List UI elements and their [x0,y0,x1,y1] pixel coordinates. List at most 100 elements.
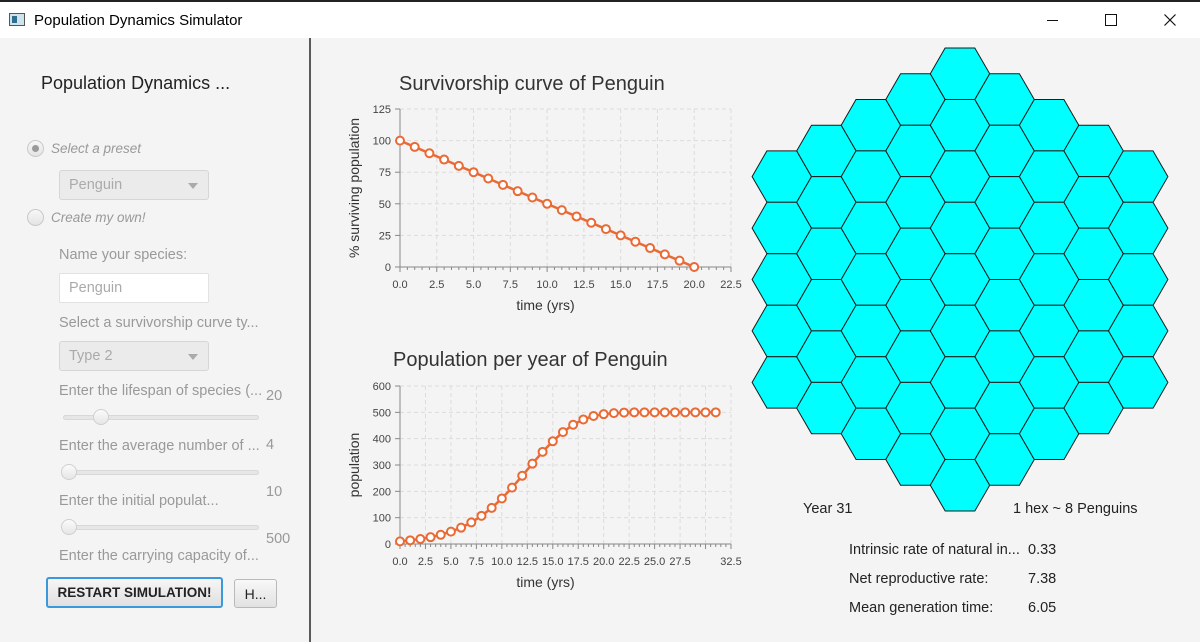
x-tick-label: 0.0 [392,279,407,291]
chart-2: Population per year of Penguin 0 100 200 300… [346,349,742,590]
curve-type-label: Select a survivorship curve ty... [59,315,259,331]
data-point [649,407,660,418]
data-point [619,407,630,418]
carrying-capacity-value: 500 [266,531,291,547]
y-tick-label: 100 [373,136,391,148]
data-point [547,436,558,447]
minimize-button[interactable] [1023,2,1081,38]
y-axis-label: % surviving population [346,118,362,258]
restart-simulation-button[interactable]: RESTART SIMULATION! [46,577,223,608]
close-icon [1164,14,1176,26]
data-point [630,236,641,247]
preset-radio[interactable] [27,140,44,157]
data-point [405,535,416,546]
data-point [453,160,464,171]
data-point [586,217,597,228]
custom-radio[interactable] [27,209,44,226]
x-tick-label: 2.5 [418,556,433,568]
hex-cell [1107,356,1169,409]
sidebar-divider [309,38,311,642]
chevron-down-icon [188,183,198,189]
data-point [439,154,450,165]
offspring-slider-track[interactable] [63,470,259,475]
data-point [415,533,426,544]
close-button[interactable] [1141,2,1199,38]
minimize-icon [1046,19,1058,21]
data-point [527,192,538,203]
carrying-capacity-label: Enter the carrying capacity of... [59,548,259,564]
preset-dropdown[interactable]: Penguin [59,170,209,200]
x-tick-label: 15.0 [542,556,563,568]
hex-cells [751,47,1169,512]
x-tick-label: 12.5 [573,279,594,291]
lifespan-slider-track[interactable] [63,415,259,420]
data-point [710,407,721,418]
offspring-label: Enter the average number of ... [59,438,260,454]
hex-scale-label: 1 hex ~ 8 Penguins [1013,501,1138,517]
species-name-label: Name your species: [59,247,188,263]
y-tick-label: 75 [379,167,391,179]
data-point [527,458,538,469]
data-point [557,427,568,438]
x-tick-label: 12.5 [517,556,538,568]
data-point [542,198,553,209]
x-tick-label: 2.5 [429,279,444,291]
data-point [395,536,405,547]
data-point [659,249,670,260]
intrinsic-rate-value: 0.33 [1028,542,1057,558]
x-tick-label: 17.5 [568,556,589,568]
initial-population-slider-track[interactable] [63,525,259,530]
curve-type-dropdown[interactable]: Type 2 [59,341,209,371]
data-point [608,408,619,419]
data-point [659,407,670,418]
data-point [588,411,599,422]
initial-population-slider-thumb[interactable] [61,519,77,535]
data-point [690,407,701,418]
settings-sidebar [0,38,309,642]
species-name-field[interactable] [59,273,209,303]
population-hex-grid [751,47,1169,512]
data-point [639,407,650,418]
data-point [497,179,508,190]
x-tick-label: 7.5 [503,279,518,291]
window-title: Population Dynamics Simulator [34,12,243,29]
custom-radio-label: Create my own! [51,210,146,225]
x-tick-label: 5.0 [443,556,458,568]
y-axis-label: population [346,433,362,498]
x-tick-label: 22.5 [618,556,639,568]
x-axis-label: time (yrs) [516,297,574,313]
x-tick-label: 22.5 [720,279,741,291]
x-tick-label: 32.5 [720,556,741,568]
data-point [483,173,494,184]
data-point [669,407,680,418]
initial-population-label: Enter the initial populat... [59,493,219,509]
lifespan-slider-thumb[interactable] [93,409,110,425]
data-point [425,532,436,543]
data-point [600,224,611,235]
data-point [424,148,435,159]
chart-title: Population per year of Penguin [393,349,668,371]
data-point [517,470,528,481]
help-button[interactable]: H... [234,579,277,608]
x-tick-label: 17.5 [647,279,668,291]
app-heading: Population Dynamics ... [41,73,231,93]
initial-population-value: 10 [266,484,283,500]
species-name-input[interactable] [69,280,199,296]
y-tick-label: 500 [373,407,391,419]
maximize-button[interactable] [1082,2,1140,38]
offspring-slider-thumb[interactable] [61,464,77,480]
data-point [568,419,579,430]
x-tick-label: 10.0 [491,556,512,568]
data-point [507,482,518,493]
window-title-bar: Population Dynamics Simulator [0,0,1200,38]
x-tick-label: 5.0 [466,279,481,291]
curve-type-value: Type 2 [69,348,113,364]
data-point [700,407,711,418]
chart-title: Survivorship curve of Penguin [399,73,665,95]
x-tick-label: 10.0 [536,279,557,291]
year-label: Year 31 [803,501,853,517]
intrinsic-rate-label: Intrinsic rate of natural in... [849,542,1020,558]
data-point [556,205,567,216]
data-point [598,409,609,420]
y-tick-label: 100 [373,513,391,525]
